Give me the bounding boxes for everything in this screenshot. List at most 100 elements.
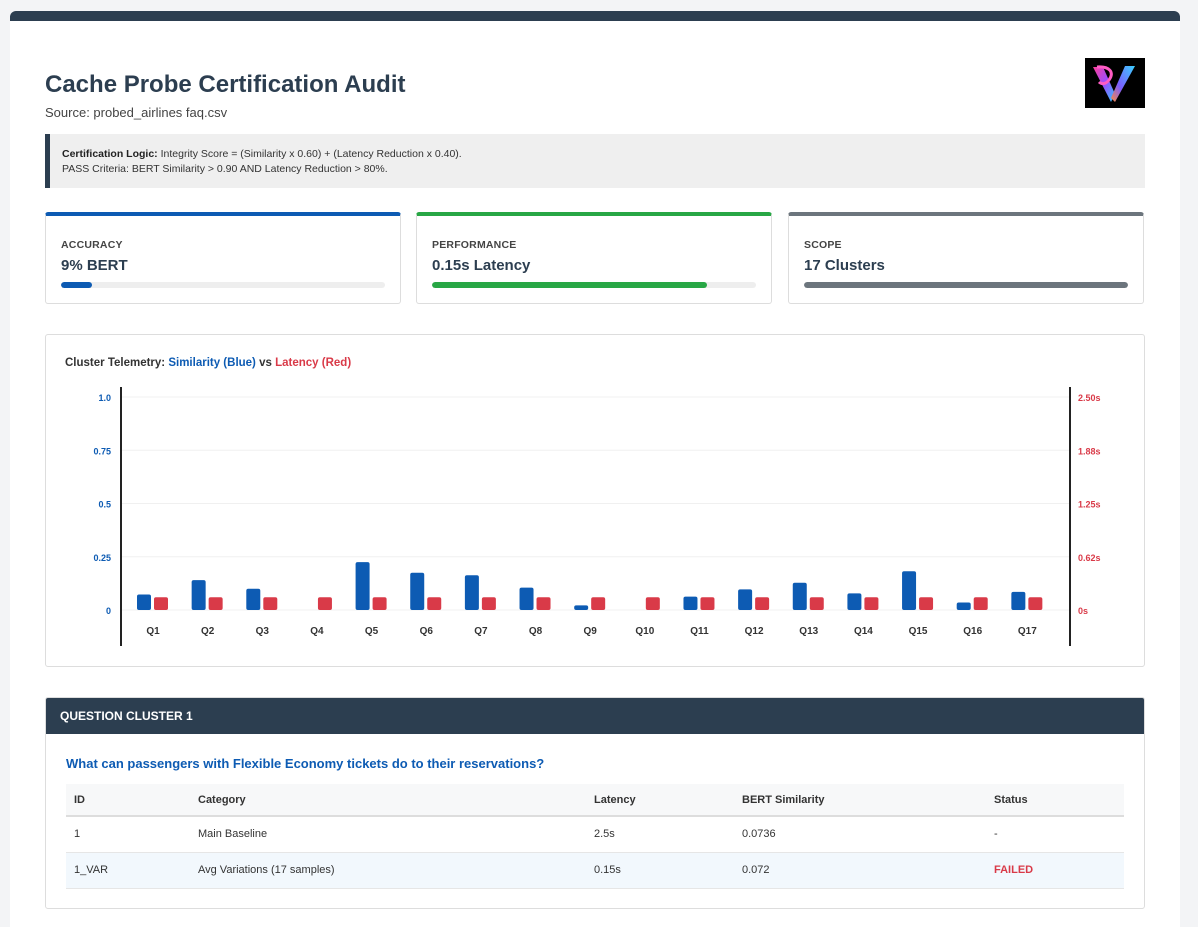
x-axis-tick-label: Q14 [854,626,873,637]
scope-card: SCOPE 17 Clusters [788,212,1144,304]
card-value: 17 Clusters [804,257,885,274]
chart-title-vs: vs [259,357,272,369]
cell-bert: 0.0736 [734,816,986,853]
page-title: Cache Probe Certification Audit [45,71,406,98]
similarity-bar [847,593,862,610]
x-axis-tick-label: Q13 [799,626,818,637]
similarity-bar [738,589,753,610]
similarity-bar [574,605,589,610]
x-axis-tick-label: Q2 [201,626,215,637]
similarity-bar [956,602,971,610]
x-axis-tick-label: Q6 [420,626,434,637]
status-badge: FAILED [986,852,1124,889]
cluster-heading: QUESTION CLUSTER 1 [46,698,1144,734]
performance-card: PERFORMANCE 0.15s Latency [416,212,772,304]
x-axis-tick-label: Q16 [963,626,982,637]
similarity-bar [464,575,479,610]
x-axis-tick-label: Q17 [1018,626,1037,637]
progress-fill [804,282,1128,288]
progress-track [61,282,385,288]
cluster-question: What can passengers with Flexible Econom… [66,756,545,771]
x-axis-tick-label: Q3 [256,626,270,637]
source-file: Source: probed_airlines faq.csv [45,105,228,120]
similarity-bar [683,596,698,610]
logic-formula: Integrity Score = (Similarity x 0.60) + … [160,148,462,160]
x-axis-tick-label: Q15 [909,626,928,637]
latency-bar [208,597,223,610]
chart-title-latency: Latency (Red) [275,357,352,369]
cell-id: 1_VAR [66,852,190,889]
x-axis-tick-label: Q1 [146,626,160,637]
left-axis-tick-label: 0.75 [93,446,111,456]
report-page: Cache Probe Certification Audit Source: … [10,11,1180,927]
table-header-row: ID Category Latency BERT Similarity Stat… [66,784,1124,817]
similarity-bar [792,582,807,610]
left-axis-tick-label: 0 [106,606,111,616]
table-row: 1_VAR Avg Variations (17 samples) 0.15s … [66,852,1124,889]
latency-bar [154,597,168,610]
chart-title: Cluster Telemetry: Similarity (Blue) vs … [65,357,351,369]
progress-fill [432,282,708,288]
similarity-bar [355,562,370,610]
latency-bar [919,597,934,610]
question-cluster-panel: QUESTION CLUSTER 1 What can passengers w… [45,697,1145,909]
latency-bar [755,597,770,610]
x-axis-tick-label: Q10 [635,626,654,637]
latency-bar [591,597,606,610]
column-header-bert: BERT Similarity [734,784,986,817]
progress-track [432,282,756,288]
x-axis-tick-label: Q12 [745,626,764,637]
similarity-bar [191,580,206,610]
chart-canvas: 1.0 2.50s 0.75 1.88s 0.5 1.25s 0.25 0.62s 0 0s Q1 Q… [93,387,1101,646]
latency-bar [645,597,660,610]
latency-bar [809,597,824,610]
accuracy-card: ACCURACY 9% BERT [45,212,401,304]
similarity-bar [1011,591,1026,610]
card-value: 0.15s Latency [432,257,531,274]
cell-category: Avg Variations (17 samples) [190,852,586,889]
cell-bert: 0.072 [734,852,986,889]
brand-logo [1085,58,1145,108]
report-header: Cache Probe Certification Audit Source: … [45,71,1145,120]
similarity-bar [519,587,534,610]
latency-bar [1028,597,1043,610]
column-header-category: Category [190,784,586,817]
column-header-latency: Latency [586,784,734,817]
x-axis-tick-label: Q4 [310,626,324,637]
similarity-bar [137,594,151,610]
certification-logic-note: Certification Logic: Integrity Score = (… [45,134,1145,188]
column-header-status: Status [986,784,1124,817]
latency-bar [536,597,551,610]
logic-criteria: PASS Criteria: BERT Similarity > 0.90 AN… [62,163,388,175]
latency-bar [263,597,278,610]
column-header-id: ID [66,784,190,817]
cell-latency: 0.15s [586,852,734,889]
cell-category: Main Baseline [190,816,586,853]
latency-bar [372,597,387,610]
left-axis-tick-label: 0.5 [98,500,111,510]
right-axis-tick-label: 1.25s [1078,500,1101,510]
left-axis-tick-label: 1.0 [98,393,111,403]
latency-bar [700,597,715,610]
x-axis-tick-label: Q9 [584,626,598,637]
x-axis-tick-label: Q5 [365,626,379,637]
card-label: ACCURACY [61,239,123,251]
latency-bar [481,597,496,610]
latency-bar [427,597,442,610]
card-label: PERFORMANCE [432,239,517,251]
progress-fill [61,282,92,288]
logic-label: Certification Logic: [62,148,158,160]
logic-line-1: Certification Logic: Integrity Score = (… [62,147,1133,162]
right-axis-tick-label: 1.88s [1078,446,1101,456]
progress-track [804,282,1128,288]
cell-status: - [986,816,1124,853]
latency-bar [973,597,988,610]
right-axis-tick-label: 2.50s [1078,393,1101,403]
cluster-results-table: ID Category Latency BERT Similarity Stat… [66,784,1124,889]
similarity-bar [246,588,261,610]
v-logo-icon [1093,65,1135,102]
latency-bar [864,597,879,610]
cell-latency: 2.5s [586,816,734,853]
cluster-telemetry-chart: Cluster Telemetry: Similarity (Blue) vs … [45,334,1145,667]
chart-title-prefix: Cluster Telemetry: [65,357,166,369]
